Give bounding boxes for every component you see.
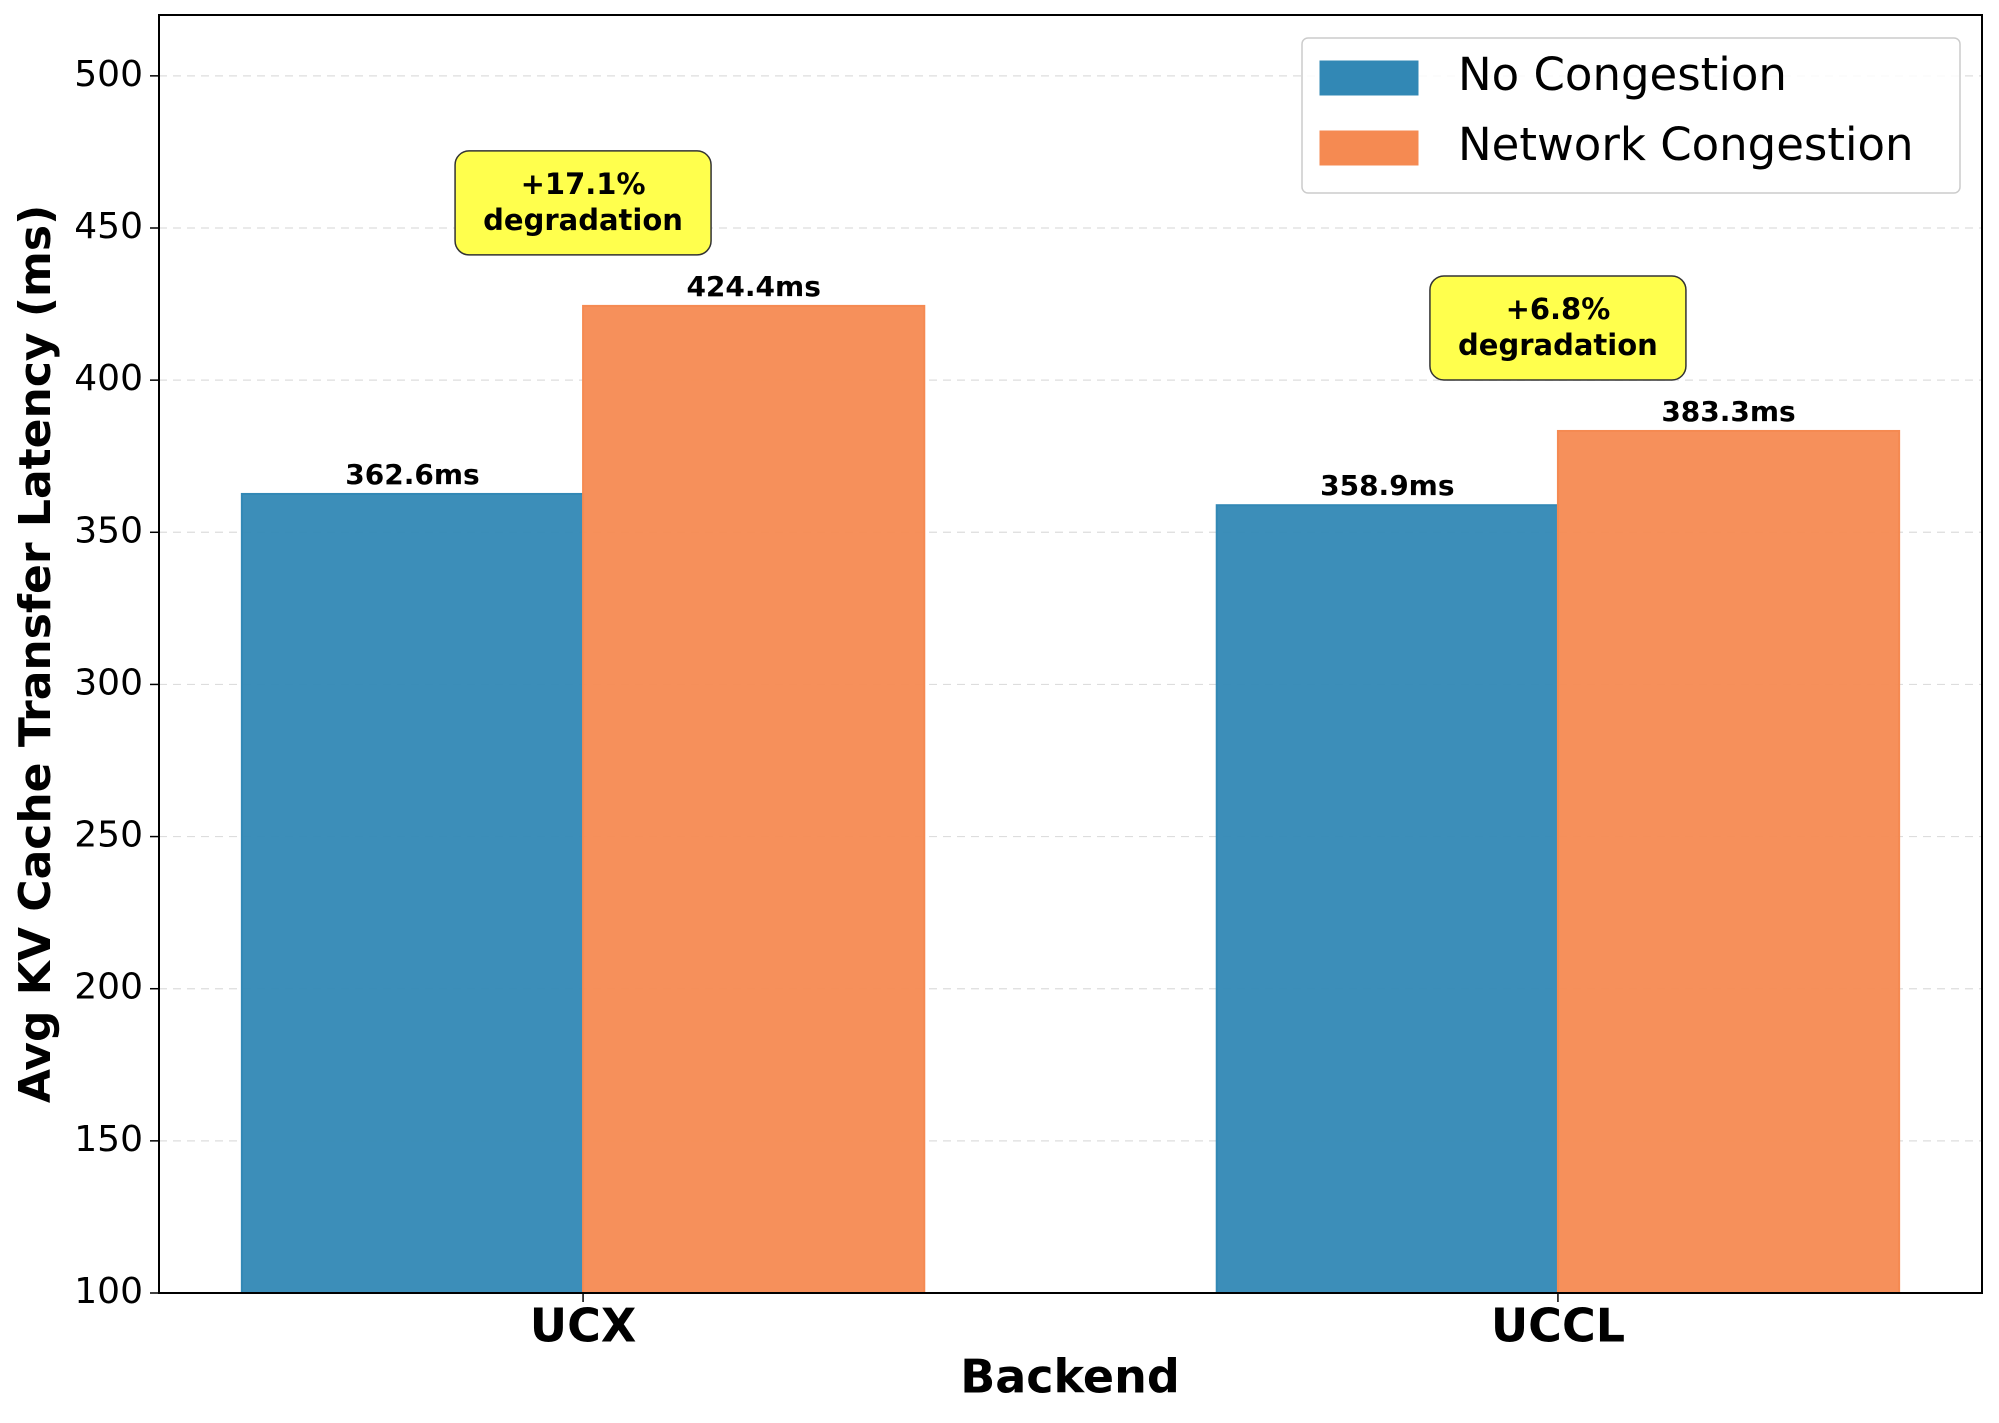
value-label: 383.3ms (1661, 395, 1795, 428)
y-tick-label: 500 (74, 54, 143, 95)
legend-label: No Congestion (1458, 48, 1787, 101)
annotation-text: degradation (483, 203, 683, 237)
plot-frame (158, 14, 1983, 1294)
y-tick-label: 400 (74, 358, 143, 399)
bar (582, 304, 926, 1294)
x-axis-label: Backend (960, 1350, 1180, 1404)
legend: No Congestion Network Congestion (1301, 37, 1961, 194)
legend-frame (1301, 37, 1961, 194)
value-label: 358.9ms (1320, 469, 1454, 502)
bar (240, 492, 585, 1294)
x-tick-label: UCX (530, 1299, 637, 1353)
y-tick-label: 100 (74, 1271, 143, 1312)
annotation-text: +17.1% (521, 167, 646, 201)
value-label: 362.6ms (345, 458, 479, 491)
x-tick-label: UCCL (1491, 1299, 1625, 1353)
y-tick-label: 200 (74, 967, 143, 1008)
legend-label: Network Congestion (1458, 118, 1914, 171)
value-label: 424.4ms (686, 270, 820, 303)
bar (1215, 504, 1559, 1294)
y-tick-label: 300 (74, 662, 143, 703)
y-tick-label: 150 (74, 1119, 143, 1160)
annotation: +6.8%degradation (1429, 275, 1687, 381)
bar (1556, 429, 1901, 1294)
legend-swatch (1319, 60, 1419, 96)
annotation-box (1429, 275, 1687, 381)
annotation-box (454, 150, 712, 256)
y-tick-label: 250 (74, 815, 143, 856)
annotation: +17.1%degradation (454, 150, 712, 256)
y-tick-label: 350 (74, 510, 143, 551)
annotation-text: +6.8% (1506, 292, 1611, 326)
annotation-text: degradation (1458, 328, 1658, 362)
legend-swatch (1319, 130, 1419, 166)
y-axis-label: Avg KV Cache Transfer Latency (ms) (10, 205, 61, 1103)
y-tick-label: 450 (74, 206, 143, 247)
